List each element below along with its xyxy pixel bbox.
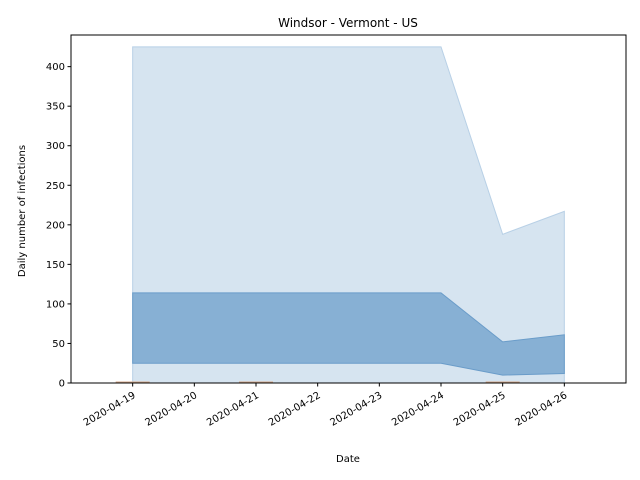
x-tick-label: 2020-04-22 — [267, 390, 323, 429]
y-tick-label: 350 — [46, 102, 65, 113]
x-tick-label: 2020-04-26 — [513, 390, 569, 429]
y-tick-label: 0 — [59, 379, 65, 390]
y-tick-label: 200 — [46, 220, 65, 231]
y-tick-label: 400 — [46, 62, 65, 73]
x-tick-label: 2020-04-21 — [205, 390, 261, 429]
x-tick-label: 2020-04-24 — [390, 390, 446, 429]
x-tick-label: 2020-04-20 — [143, 390, 199, 429]
y-tick-label: 250 — [46, 181, 65, 192]
axes-frame — [70, 34, 627, 384]
chart-title: Windsor - Vermont - US — [278, 16, 418, 30]
x-tick-label: 2020-04-23 — [328, 390, 384, 429]
x-tick-label: 2020-04-25 — [452, 390, 508, 429]
band-2 — [132, 292, 565, 376]
y-axis-label: Daily number of infections — [17, 145, 28, 277]
x-tick-label: 2020-04-19 — [82, 390, 138, 429]
x-axis-label: Date — [336, 454, 360, 465]
y-tick-label: 150 — [46, 260, 65, 271]
y-tick-label: 50 — [52, 339, 65, 350]
y-tick-label: 300 — [46, 141, 65, 152]
y-tick-label: 100 — [46, 299, 65, 310]
